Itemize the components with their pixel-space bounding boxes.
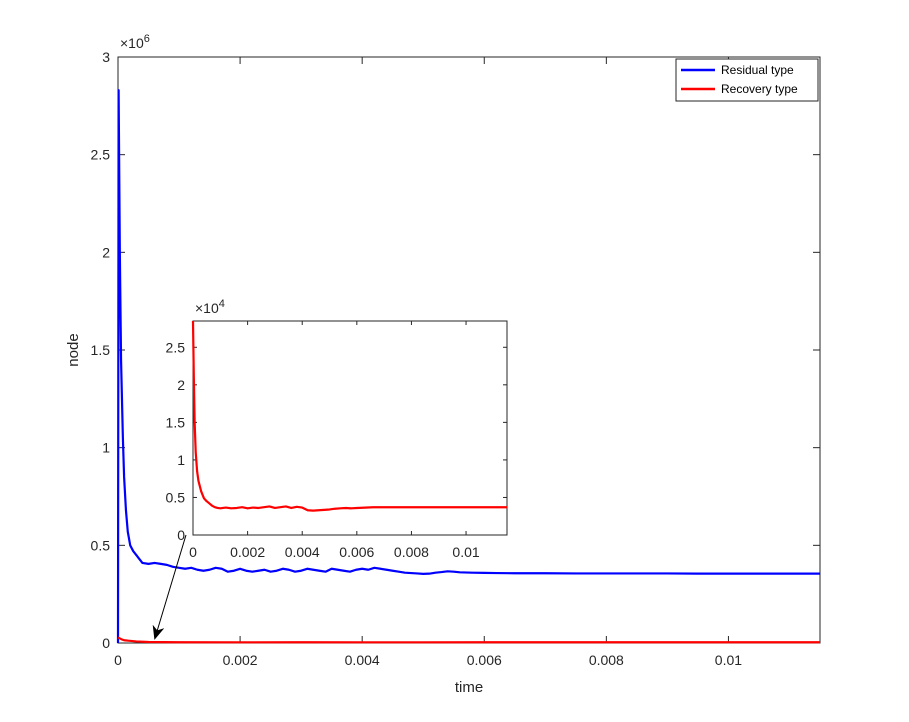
inset-x-tick-label: 0 bbox=[189, 544, 197, 560]
main-x-tick-label: 0.006 bbox=[467, 652, 502, 668]
y-axis-label: node bbox=[65, 333, 82, 366]
inset-plot-frame bbox=[192, 320, 508, 536]
main-y-tick-label: 2.5 bbox=[91, 147, 111, 163]
main-y-tick-label: 1 bbox=[102, 440, 110, 456]
inset-x-tick-label: 0.01 bbox=[452, 544, 479, 560]
inset-series-group bbox=[191, 320, 507, 512]
main-y-exponent: ×106 bbox=[120, 33, 150, 51]
inset-series-line-0 bbox=[191, 320, 507, 512]
x-axis-label: time bbox=[455, 679, 483, 696]
inset-x-ticks: 0 0.002 0.004 0.006 0.008 0.01 bbox=[189, 321, 480, 560]
main-y-tick-label: 2 bbox=[102, 244, 110, 260]
main-x-tick-label: 0.01 bbox=[715, 652, 742, 668]
inset-y-tick-label: 0 bbox=[177, 527, 185, 543]
main-series-line-1 bbox=[117, 636, 820, 644]
legend-label-residual: Residual type bbox=[721, 63, 794, 77]
legend-box bbox=[675, 58, 819, 102]
main-x-tick-label: 0.002 bbox=[223, 652, 258, 668]
main-x-ticks: 0 0.002 0.004 0.006 0.008 0.01 bbox=[114, 57, 742, 668]
main-series-group bbox=[116, 89, 820, 644]
main-x-tick-label: 0.004 bbox=[345, 652, 380, 668]
main-y-tick-label: 1.5 bbox=[91, 342, 111, 358]
inset-plot: 0 0.5 1 1.5 2 2.5 0 0.002 0.004 0.006 0.008 0.01 ×… bbox=[166, 298, 508, 560]
inset-x-tick-label: 0.004 bbox=[285, 544, 320, 560]
inset-y-tick-label: 0.5 bbox=[166, 489, 186, 505]
inset-y-tick-label: 2.5 bbox=[166, 339, 186, 355]
inset-x-tick-label: 0.006 bbox=[339, 544, 374, 560]
main-x-tick-label: 0.008 bbox=[589, 652, 624, 668]
legend-label-recovery: Recovery type bbox=[721, 82, 798, 96]
main-y-tick-label: 0 bbox=[102, 635, 110, 651]
zoom-arrow bbox=[152, 534, 187, 640]
inset-y-tick-label: 1 bbox=[177, 452, 185, 468]
inset-x-tick-label: 0.008 bbox=[394, 544, 429, 560]
main-y-tick-label: 3 bbox=[102, 49, 110, 65]
main-x-tick-label: 0 bbox=[114, 652, 122, 668]
inset-y-tick-label: 1.5 bbox=[166, 414, 186, 430]
inset-y-exponent: ×104 bbox=[195, 298, 225, 316]
main-y-tick-label: 0.5 bbox=[91, 537, 111, 553]
legend: Residual type Recovery type bbox=[675, 58, 819, 102]
main-y-ticks: 0 0.5 1 1.5 2 2.5 3 bbox=[91, 49, 820, 651]
main-series-line-0 bbox=[116, 89, 820, 644]
inset-y-tick-label: 2 bbox=[177, 377, 185, 393]
inset-x-tick-label: 0.002 bbox=[230, 544, 265, 560]
